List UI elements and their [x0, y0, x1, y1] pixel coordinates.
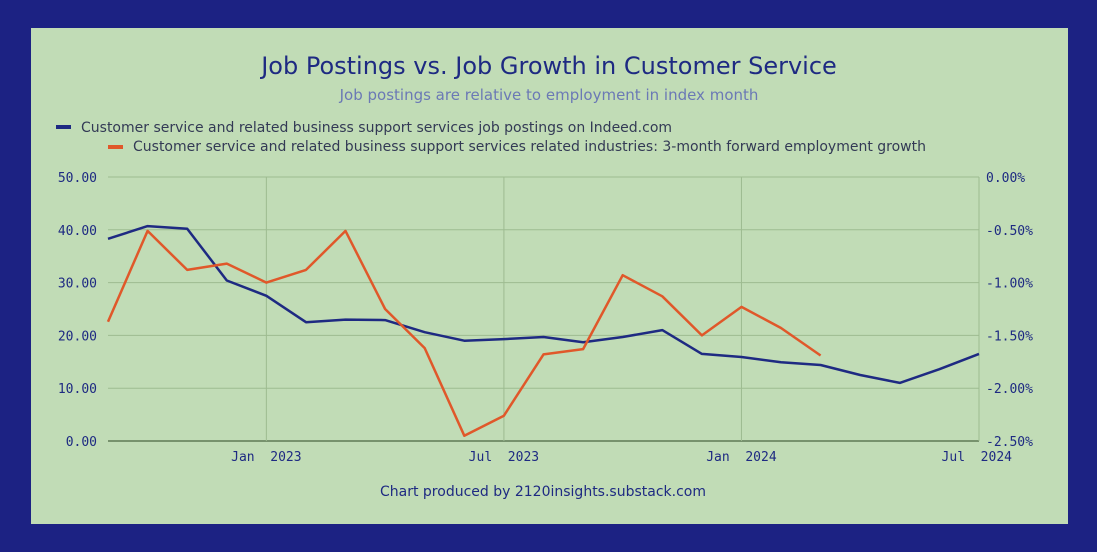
chart-title: Job Postings vs. Job Growth in Customer …: [259, 52, 837, 80]
x-tick-label: Jul 2024: [942, 450, 1013, 465]
series-line-growth: [106, 229, 822, 437]
x-tick-label: Jul 2023: [469, 450, 539, 465]
y-right-tick-label: 0.00%: [986, 171, 1025, 186]
legend-label-postings: Customer service and related business su…: [81, 120, 672, 136]
legend-label-growth: Customer service and related business su…: [133, 139, 926, 155]
chart-subtitle: Job postings are relative to employment …: [339, 86, 759, 104]
y-axis-left: 0.00 10.00 20.00 30.00 40.00 50.00: [58, 171, 97, 450]
y-right-tick-label: -2.00%: [986, 382, 1033, 397]
legend-swatch-growth: [108, 145, 123, 149]
y-right-tick-label: -0.50%: [986, 224, 1033, 239]
y-right-tick-label: -1.50%: [986, 329, 1033, 344]
y-left-tick-label: 10.00: [58, 382, 97, 397]
x-axis: Jan 2023 Jul 2023 Jan 2024 Jul 2024: [231, 450, 1012, 465]
y-left-tick-label: 20.00: [58, 329, 97, 344]
chart-caption: Chart produced by 2120insights.substack.…: [380, 484, 706, 500]
y-left-tick-label: 30.00: [58, 277, 97, 292]
y-left-tick-label: 50.00: [58, 171, 97, 186]
x-tick-label: Jan 2023: [231, 450, 301, 465]
series-line-postings: [107, 224, 980, 385]
y-left-tick-label: 40.00: [58, 224, 97, 239]
series-layer: [106, 224, 980, 437]
y-right-tick-label: -1.00%: [986, 277, 1033, 292]
chart-panel: Job Postings vs. Job Growth in Customer …: [31, 28, 1068, 524]
legend: Customer service and related business su…: [56, 120, 926, 155]
y-right-tick-label: -2.50%: [986, 435, 1033, 450]
legend-swatch-postings: [56, 125, 71, 129]
x-tick-label: Jan 2024: [706, 450, 777, 465]
grid: [108, 176, 980, 442]
line-chart: Job Postings vs. Job Growth in Customer …: [56, 52, 1033, 500]
y-left-tick-label: 0.00: [66, 435, 97, 450]
y-axis-right: -2.50% -2.00% -1.50% -1.00% -0.50% 0.00%: [986, 171, 1033, 450]
